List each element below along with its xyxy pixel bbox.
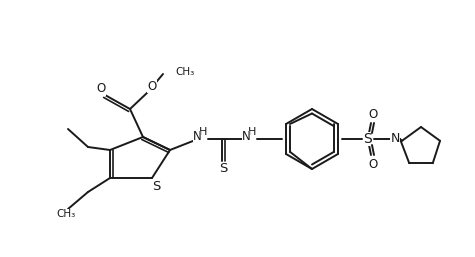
- Text: O: O: [369, 158, 378, 170]
- Text: S: S: [362, 132, 371, 146]
- Text: S: S: [152, 180, 160, 194]
- Text: CH₃: CH₃: [57, 209, 76, 219]
- Text: H: H: [199, 127, 207, 137]
- Text: O: O: [369, 107, 378, 121]
- Text: O: O: [147, 79, 157, 93]
- Text: S: S: [219, 162, 227, 176]
- Text: CH₃: CH₃: [175, 67, 194, 77]
- Text: H: H: [248, 127, 256, 137]
- Text: N: N: [390, 133, 399, 145]
- Text: O: O: [96, 82, 105, 96]
- Text: N: N: [193, 131, 201, 143]
- Text: N: N: [242, 131, 250, 143]
